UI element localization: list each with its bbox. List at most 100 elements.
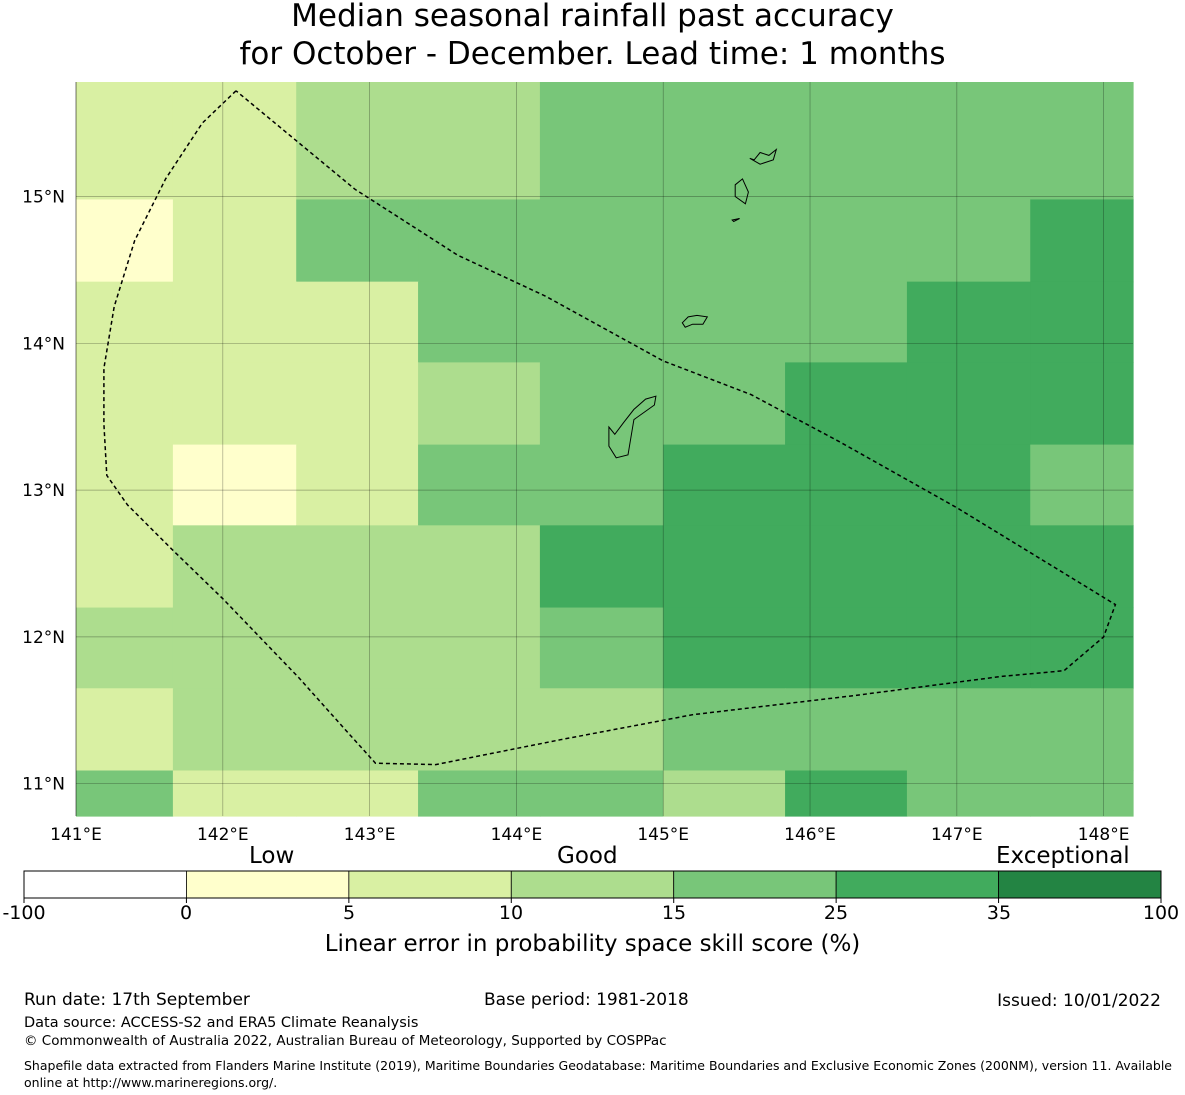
skill-cell (539, 607, 664, 689)
graticule (75, 82, 1133, 816)
islands-layer (608, 148, 778, 459)
skill-cell (785, 199, 908, 283)
skill-cell (296, 688, 419, 772)
colorbar-title: Linear error in probability space skill … (324, 931, 861, 957)
colorbar-outline (23, 870, 1162, 899)
skill-cell (76, 82, 174, 201)
skill-cell (418, 82, 541, 201)
longitude-label: 141°E (50, 825, 102, 845)
skill-cell (418, 688, 541, 772)
skill-map: 141°E 142°E 143°E 144°E 145°E 146°E 147°E 148°E… (22, 82, 1162, 903)
skill-cell (663, 362, 786, 446)
skill-cell (296, 82, 419, 201)
skill-cell (172, 82, 297, 201)
issued-date: Issued: 10/01/2022 (997, 991, 1161, 1011)
island-outline (734, 178, 749, 205)
island-outline (681, 314, 709, 328)
skill-cell (418, 525, 541, 609)
latitude-label: 14°N (22, 334, 65, 354)
skill-cell (1030, 199, 1134, 283)
skill-cell (76, 525, 174, 609)
skill-cell (906, 281, 1031, 363)
skill-cell (785, 362, 908, 446)
skill-cell (539, 362, 664, 446)
colorbar-tick: 10 (498, 902, 524, 924)
colorbar-tick: -100 (2, 902, 46, 924)
skill-cell (663, 281, 786, 363)
skill-cell (172, 770, 297, 817)
colorbar-tick: 35 (986, 902, 1012, 924)
skill-cell (785, 82, 908, 201)
skill-cell (296, 607, 419, 689)
longitude-label: 148°E (1078, 825, 1130, 845)
skill-cell (906, 607, 1031, 689)
copyright: © Commonwealth of Australia 2022, Austra… (24, 1033, 667, 1049)
skill-cell (785, 281, 908, 363)
skill-cell (906, 770, 1031, 817)
skill-cell (172, 525, 297, 609)
colorbar-segment (510, 870, 675, 899)
skill-cell (539, 770, 664, 817)
skill-cell (539, 525, 664, 609)
colorbar-tick: 5 (342, 902, 356, 924)
skill-cell (1030, 770, 1134, 817)
skill-cell (1030, 525, 1134, 609)
latitude-label: 15°N (22, 188, 65, 208)
skill-cell (418, 362, 541, 446)
skill-cell (76, 281, 174, 363)
skill-cell (76, 199, 174, 283)
skill-cell (785, 688, 908, 772)
colorbar (23, 870, 1162, 903)
skill-cell (663, 525, 786, 609)
skill-cell (539, 82, 664, 201)
skill-cell (906, 362, 1031, 446)
skill-cell (418, 281, 541, 363)
eez-boundary-line (103, 90, 1117, 766)
skill-cell (1030, 82, 1134, 201)
skill-cell (663, 444, 786, 526)
skill-cell (906, 525, 1031, 609)
colorbar-tick: 25 (823, 902, 849, 924)
skill-cell (76, 362, 174, 446)
latitude-labels: 15°N 14°N 13°N 12°N 11°N (22, 188, 65, 795)
skill-cell (172, 281, 297, 363)
skill-cell (418, 607, 541, 689)
skill-cell (906, 199, 1031, 283)
longitude-label: 146°E (784, 825, 836, 845)
skill-cell (785, 444, 908, 526)
skill-cell (296, 770, 419, 817)
colorbar-segment (348, 870, 512, 899)
skill-cell (906, 688, 1031, 772)
island-outline (731, 218, 740, 223)
colorbar-tick: 15 (661, 902, 687, 924)
skill-cell (76, 770, 174, 817)
skill-cell (296, 362, 419, 446)
shapefile-note: Shapefile data extracted from Flanders M… (24, 1058, 1172, 1090)
longitude-labels: 141°E 142°E 143°E 144°E 145°E 146°E 147°E 148°E (50, 825, 1129, 845)
skill-cell (296, 444, 419, 526)
skill-cell (539, 281, 664, 363)
skill-cell (418, 770, 541, 817)
skill-cell (785, 770, 908, 817)
latitude-label: 12°N (22, 628, 65, 648)
data-source: Data source: ACCESS-S2 and ERA5 Climate … (24, 1015, 419, 1031)
skill-cell (663, 770, 786, 817)
skill-cell (539, 199, 664, 283)
skill-cell (296, 199, 419, 283)
colorbar-segment (186, 870, 350, 899)
eez-boundary-layer (103, 90, 1117, 766)
skill-cell (1030, 444, 1134, 526)
colorbar-segment (23, 870, 187, 899)
skill-cell (663, 607, 786, 689)
skill-cell (172, 199, 297, 283)
skill-cell (906, 82, 1031, 201)
island-outline (608, 395, 657, 459)
skill-cell (539, 688, 664, 772)
skill-cell (172, 362, 297, 446)
base-period: Base period: 1981-2018 (484, 990, 689, 1010)
colorbar-segment (835, 870, 999, 899)
skill-cell (76, 688, 174, 772)
run-date: Run date: 17th September (24, 990, 250, 1010)
skill-cell (1030, 281, 1134, 363)
skill-cell (172, 444, 297, 526)
